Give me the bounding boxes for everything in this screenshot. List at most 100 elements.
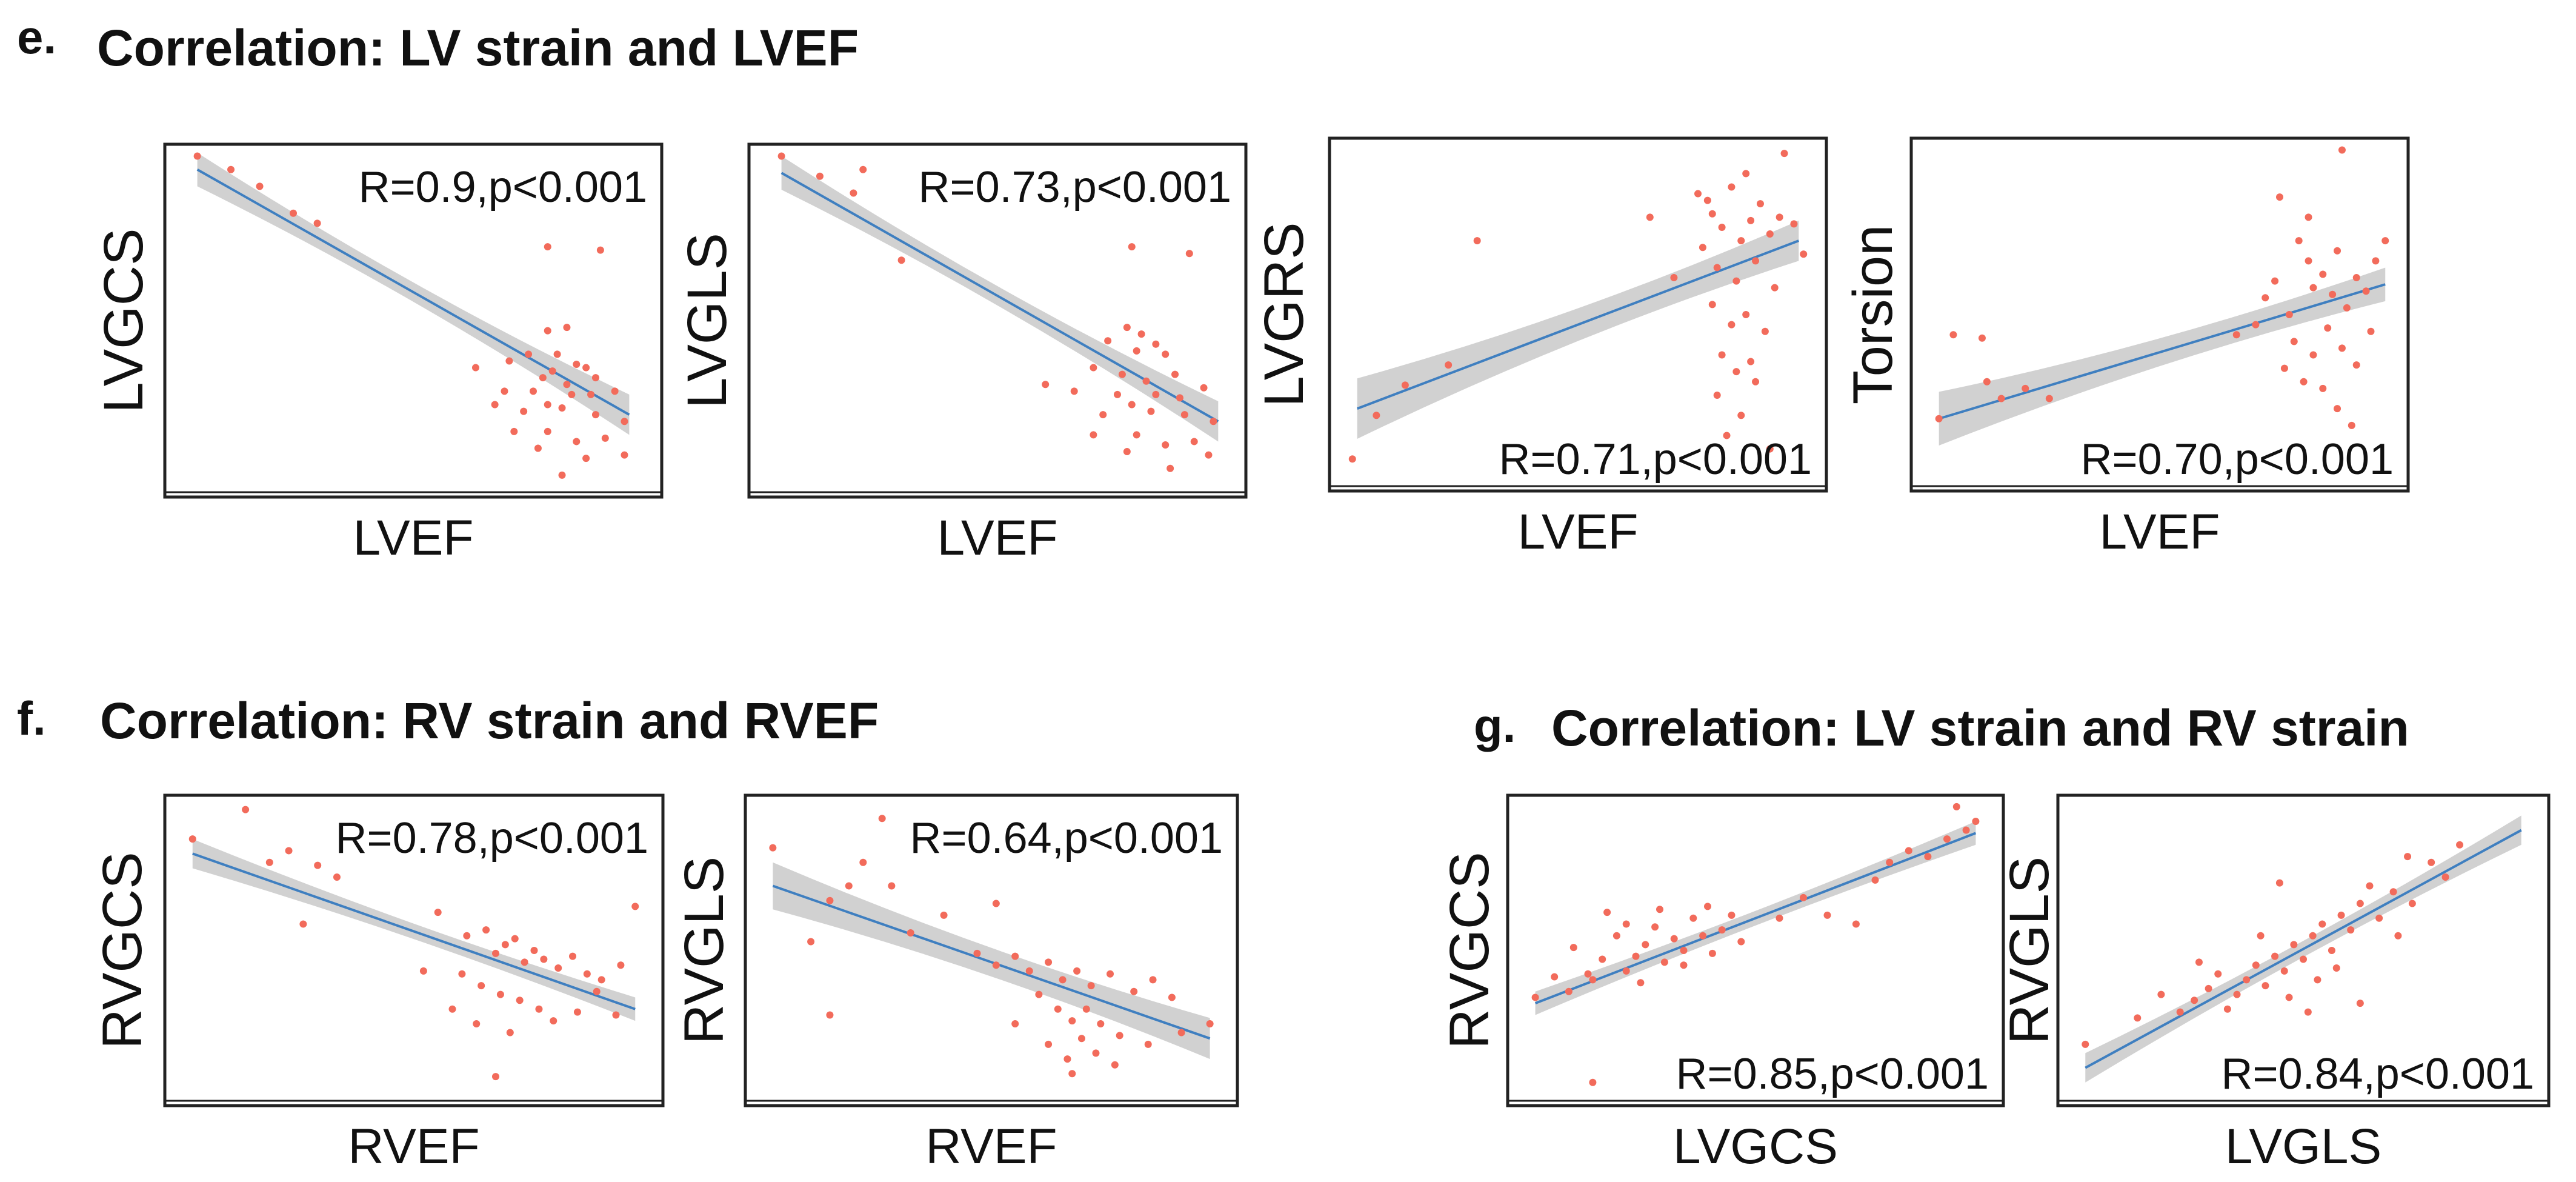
data-point — [1011, 952, 1019, 960]
data-point — [2428, 858, 2435, 866]
data-point — [1118, 370, 1126, 378]
data-point — [2295, 237, 2303, 245]
data-point — [2332, 964, 2340, 972]
data-point — [2309, 284, 2317, 292]
data-point — [530, 947, 538, 954]
data-point — [2441, 873, 2449, 881]
data-point — [2319, 384, 2327, 392]
data-point — [1997, 395, 2005, 402]
data-point — [2348, 421, 2355, 429]
data-point — [1168, 993, 1176, 1001]
data-point — [2456, 841, 2464, 849]
data-point — [2082, 1040, 2089, 1048]
data-point — [510, 427, 518, 435]
data-point — [1780, 150, 1788, 158]
plot-frame — [163, 793, 665, 1107]
data-point — [2300, 378, 2308, 386]
data-point — [1589, 976, 1597, 984]
data-point — [612, 1011, 620, 1019]
data-point — [573, 1008, 581, 1016]
data-point — [2285, 993, 2293, 1001]
data-point — [544, 327, 551, 335]
data-point — [1097, 1020, 1105, 1027]
data-point — [2394, 932, 2402, 940]
data-point — [2304, 1008, 2312, 1016]
data-point — [188, 835, 196, 843]
data-point — [611, 387, 619, 395]
data-point — [544, 427, 551, 435]
data-point — [897, 256, 905, 264]
x-axis-label: LVEF — [1518, 504, 1639, 559]
data-point — [1962, 826, 1970, 834]
data-point — [973, 949, 981, 957]
x-axis-label: LVEF — [937, 510, 1058, 566]
data-point — [1670, 935, 1678, 943]
confidence-band — [773, 862, 1210, 1060]
data-point — [548, 367, 556, 375]
data-point — [496, 990, 504, 998]
plot-frame — [747, 142, 1248, 499]
data-point — [2338, 344, 2346, 352]
data-point — [193, 152, 201, 160]
data-point — [845, 882, 853, 890]
data-point — [1646, 213, 1654, 221]
data-point — [582, 364, 590, 372]
y-axis-label: LVGRS — [1253, 222, 1315, 407]
plot-frame — [1909, 136, 2410, 493]
data-point — [826, 897, 834, 904]
data-point — [491, 949, 499, 957]
data-point — [1943, 835, 1951, 843]
plot-frame — [1506, 793, 2005, 1107]
data-point — [2045, 395, 2053, 402]
data-point — [1670, 274, 1678, 282]
data-point — [568, 390, 576, 398]
data-point — [2195, 958, 2203, 966]
data-point — [1210, 418, 1217, 426]
data-point — [1723, 432, 1731, 439]
data-point — [1689, 914, 1697, 922]
data-point — [563, 324, 571, 332]
data-point — [1045, 1040, 1053, 1048]
data-point — [2243, 976, 2251, 984]
data-point — [1935, 415, 1943, 422]
correlation-annotation: R=0.84,p<0.001 — [2222, 1050, 2534, 1098]
data-point — [1123, 324, 1131, 332]
data-point — [521, 958, 528, 966]
data-point — [2022, 384, 2029, 392]
data-point — [816, 172, 824, 180]
data-point — [1565, 987, 1573, 995]
data-point — [1737, 237, 1745, 245]
data-point — [888, 882, 896, 890]
data-point — [1401, 381, 1409, 389]
panel-lvgls-lvef: R=0.73,p<0.001 LVEF LVGLS — [676, 142, 1248, 566]
data-point — [1167, 464, 1174, 472]
data-point — [1800, 893, 1807, 901]
data-point — [2337, 911, 2345, 919]
data-point — [582, 455, 590, 462]
confidence-band — [781, 156, 1219, 442]
data-point — [1718, 351, 1726, 359]
data-point — [1728, 911, 1736, 919]
data-point — [1718, 926, 1726, 934]
data-point — [525, 350, 533, 358]
data-point — [1651, 923, 1659, 931]
data-point — [569, 952, 577, 960]
data-point — [1708, 210, 1716, 218]
data-point — [1123, 448, 1131, 456]
x-axis-label: LVEF — [353, 510, 474, 566]
confidence-band — [197, 153, 630, 435]
data-point — [482, 926, 490, 934]
data-point — [826, 1011, 834, 1019]
x-axis-label: RVEF — [925, 1119, 1057, 1174]
data-point — [1642, 941, 1649, 949]
data-point — [2252, 321, 2260, 329]
data-point — [501, 941, 509, 949]
data-point — [1144, 1040, 1152, 1048]
data-point — [1373, 412, 1380, 419]
data-point — [539, 374, 547, 382]
data-point — [1886, 858, 1894, 866]
data-point — [1747, 216, 1755, 224]
data-point — [227, 165, 235, 173]
data-point — [1142, 377, 1150, 385]
panel-rvgcs-rvef: R=0.78,p<0.001 RVEF RVGCS — [92, 793, 665, 1174]
